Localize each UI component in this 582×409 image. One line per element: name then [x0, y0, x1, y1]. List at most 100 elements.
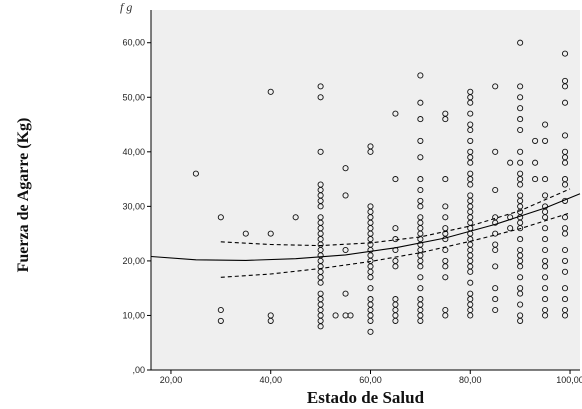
data-point	[417, 274, 424, 281]
data-point	[342, 192, 349, 199]
x-axis-title: Estado de Salud	[307, 388, 425, 407]
data-point	[507, 159, 514, 166]
data-point	[467, 137, 474, 144]
data-point	[442, 236, 449, 243]
data-point	[332, 312, 339, 319]
data-point	[517, 94, 524, 101]
data-point	[492, 285, 499, 292]
data-point	[542, 176, 549, 183]
y-tick-label: ,00	[132, 365, 145, 375]
data-point	[561, 181, 569, 188]
data-point	[542, 214, 549, 221]
data-point	[532, 176, 539, 183]
data-point	[561, 257, 569, 264]
data-point	[417, 285, 424, 292]
data-point	[467, 99, 474, 106]
data-point	[542, 246, 549, 254]
data-point	[561, 246, 569, 254]
data-point	[561, 159, 569, 166]
data-point	[467, 312, 474, 319]
data-point	[417, 137, 424, 144]
data-point	[561, 50, 569, 57]
data-point	[417, 186, 424, 194]
data-point	[492, 246, 499, 254]
data-point	[517, 105, 524, 112]
data-point	[467, 159, 474, 166]
data-point	[267, 88, 274, 95]
data-point	[392, 225, 399, 232]
y-tick-label: 50,00	[122, 92, 145, 102]
data-point	[367, 274, 374, 281]
data-point	[517, 126, 524, 134]
data-point	[417, 154, 424, 161]
x-tick-label: 80,00	[459, 375, 482, 385]
data-point	[442, 176, 449, 183]
data-point	[367, 317, 374, 324]
ci-upper-line	[220, 188, 571, 247]
data-point	[532, 137, 539, 144]
data-point	[317, 279, 324, 286]
data-point	[542, 137, 549, 144]
data-point	[517, 317, 524, 324]
data-point	[217, 306, 224, 314]
data-point	[532, 159, 539, 166]
data-point	[267, 230, 274, 237]
data-point	[417, 116, 424, 123]
data-point	[542, 285, 549, 292]
data-point	[517, 181, 524, 188]
data-point	[292, 214, 299, 221]
data-point	[492, 296, 499, 303]
data-point	[342, 165, 349, 172]
data-point	[342, 290, 349, 297]
data-point	[442, 214, 449, 221]
data-point	[492, 306, 499, 314]
data-point	[517, 39, 524, 46]
data-point	[492, 83, 499, 90]
data-point	[517, 159, 524, 166]
data-point	[561, 230, 569, 237]
caption-text: f g	[120, 0, 133, 14]
x-tick-label: 20,00	[160, 375, 183, 385]
y-tick-label: 20,00	[122, 256, 145, 266]
data-point	[517, 301, 524, 308]
data-point	[417, 99, 424, 106]
data-point	[417, 317, 424, 324]
ci-lower-line	[220, 212, 571, 278]
axes	[150, 10, 580, 371]
data-point	[347, 312, 354, 319]
data-point	[267, 317, 274, 324]
data-point	[442, 116, 449, 123]
data-point	[542, 296, 549, 303]
data-point	[417, 176, 424, 183]
y-axis-ticks: ,00 10,00 20,00 30,00 40,00 50,00 60,00	[122, 38, 151, 375]
data-point	[367, 285, 374, 292]
y-tick-label: 40,00	[122, 147, 145, 157]
data-point	[542, 121, 549, 128]
data-point	[242, 230, 249, 237]
fit-lines	[150, 188, 581, 278]
data-point	[442, 263, 449, 270]
data-point	[317, 148, 324, 155]
data-point	[561, 312, 569, 319]
data-point	[467, 268, 474, 275]
data-point	[317, 323, 324, 330]
data-point	[367, 148, 374, 155]
x-tick-label: 100,00	[556, 375, 582, 385]
fit-line	[150, 193, 581, 261]
data-point	[561, 296, 569, 303]
data-point	[467, 126, 474, 134]
x-tick-label: 40,00	[259, 375, 282, 385]
data-point	[517, 290, 524, 297]
data-point	[442, 203, 449, 210]
data-point	[561, 83, 569, 90]
data-point	[392, 317, 399, 324]
data-point	[542, 312, 549, 319]
data-point	[492, 263, 499, 270]
data-point	[417, 203, 424, 210]
data-point	[392, 263, 399, 270]
data-point	[542, 263, 549, 270]
x-tick-label: 60,00	[359, 375, 382, 385]
data-point	[467, 181, 474, 188]
